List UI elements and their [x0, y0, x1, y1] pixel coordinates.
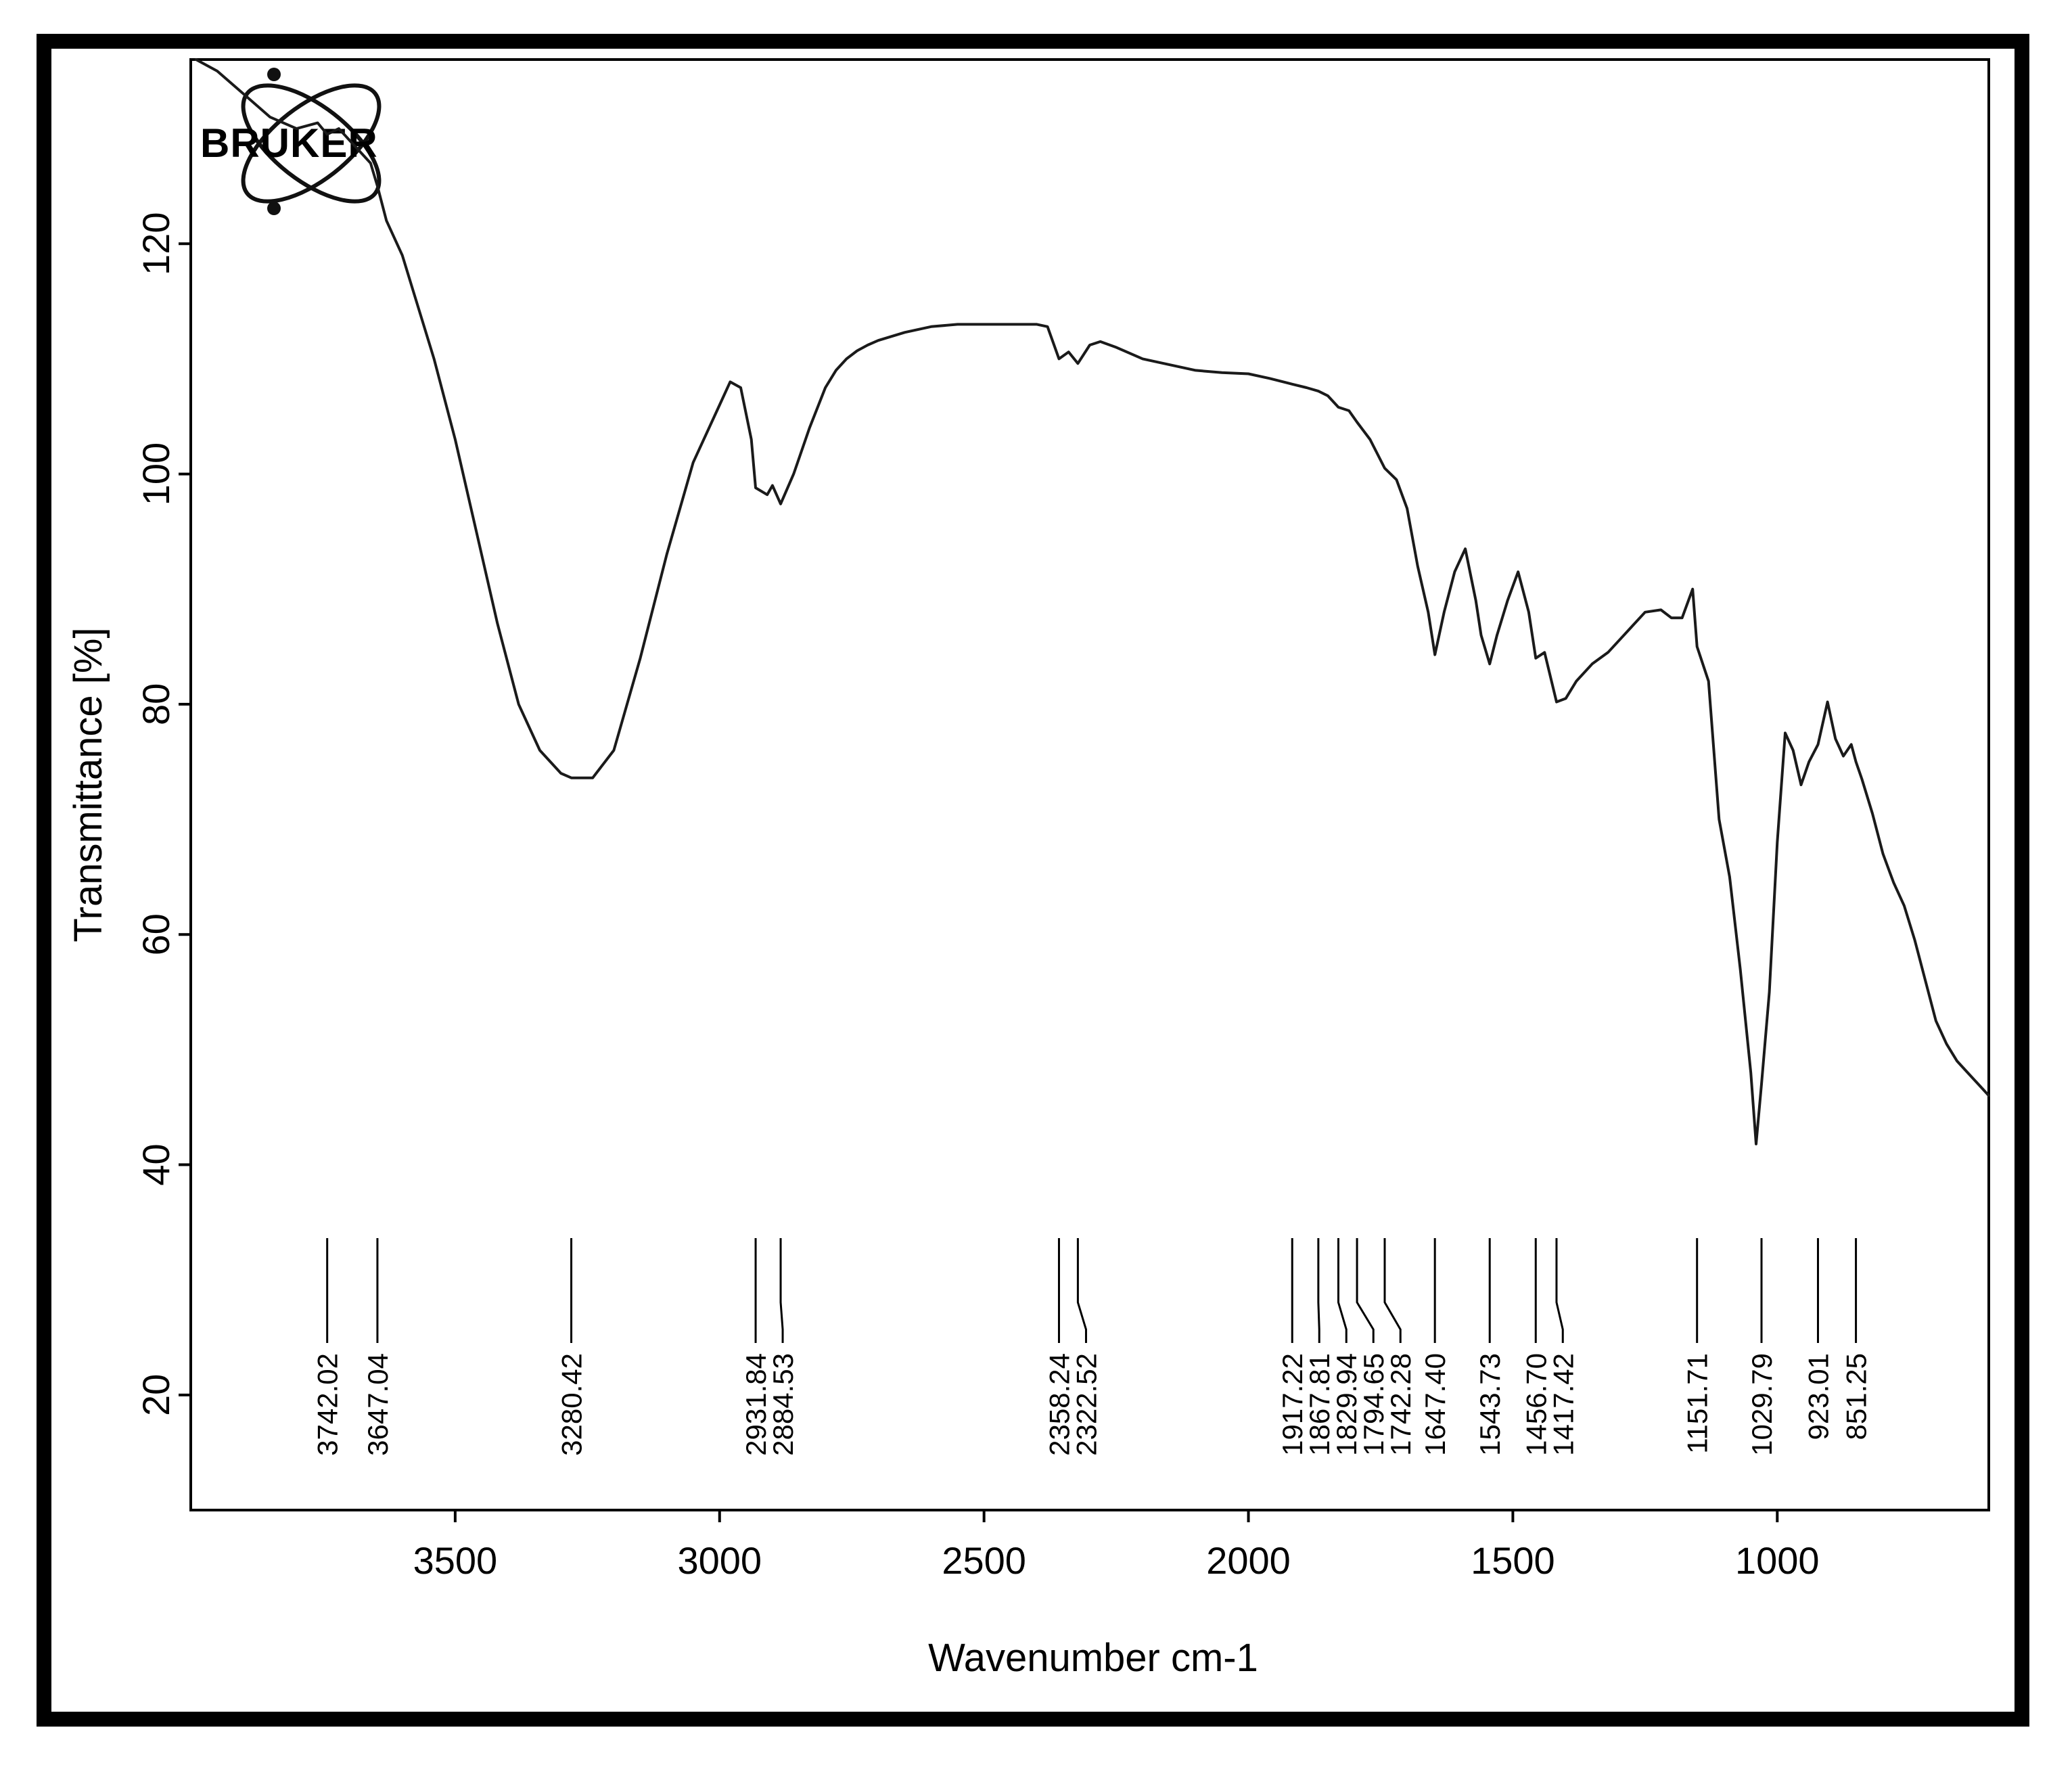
y-tick-label: 60: [135, 913, 177, 955]
peak-marker: [1337, 1238, 1348, 1343]
peak-label: 923.01: [1802, 1353, 1834, 1440]
peak-label: 1867.81: [1304, 1353, 1335, 1456]
peak-label: 851.25: [1841, 1353, 1872, 1440]
spectrum-series: [194, 58, 1990, 1145]
y-tick-label: 100: [135, 442, 177, 505]
peak-label: 3742.02: [312, 1353, 344, 1456]
y-tick-label: 20: [135, 1374, 177, 1416]
peak-label: 1742.28: [1385, 1353, 1417, 1456]
peak-marker: [779, 1238, 784, 1343]
y-tick-label: 80: [135, 683, 177, 725]
x-tick-label: 2000: [1206, 1539, 1291, 1582]
logo-text: BRUKER: [200, 120, 378, 166]
peak-label: 2322.52: [1070, 1353, 1102, 1456]
peak-label: 2884.53: [767, 1353, 799, 1456]
peak-label: 1829.94: [1331, 1353, 1362, 1456]
x-axis-title: Wavenumber cm-1: [928, 1636, 1258, 1680]
peak-label: 1029.79: [1746, 1353, 1778, 1456]
peak-label: 3647.04: [362, 1353, 394, 1456]
transmittance-line: [194, 58, 1990, 1145]
y-axis-title: Transmittance [%]: [66, 627, 110, 942]
x-tick-label: 1000: [1735, 1539, 1820, 1582]
x-tick-label: 3500: [413, 1539, 498, 1582]
peak-label: 1647.40: [1419, 1353, 1451, 1456]
y-tick-label: 40: [135, 1143, 177, 1185]
peak-label: 1417.42: [1547, 1353, 1579, 1456]
peak-label: 1794.65: [1358, 1353, 1389, 1456]
plot-area-border: [189, 58, 1990, 1511]
peak-label: 2931.84: [740, 1353, 772, 1456]
peak-label: 1151.71: [1682, 1353, 1713, 1454]
y-tick-label: 120: [135, 212, 177, 275]
y-axis-ticks: 120 100 80 60 40 20: [135, 212, 191, 1416]
peak-label: 2358.24: [1043, 1353, 1075, 1456]
peak-marker: [1555, 1238, 1564, 1343]
peak-marker: [1076, 1238, 1087, 1343]
peak-marker: [1317, 1238, 1320, 1343]
peak-label: 1543.73: [1474, 1353, 1506, 1456]
x-tick-label: 3000: [677, 1539, 762, 1582]
peak-marker: [1356, 1238, 1375, 1343]
bruker-logo: BRUKER: [200, 68, 382, 215]
x-tick-label: 1500: [1471, 1539, 1555, 1582]
x-axis-ticks: 3500 3000 2500 2000 1500 1000: [413, 1510, 1820, 1582]
peak-label: 3280.42: [556, 1353, 588, 1456]
figure-frame: [37, 34, 2029, 1727]
peak-marker: [1383, 1238, 1402, 1343]
peak-label: 1456.70: [1520, 1353, 1552, 1456]
x-tick-label: 2500: [942, 1539, 1026, 1582]
peak-label: 1917.22: [1276, 1353, 1308, 1456]
